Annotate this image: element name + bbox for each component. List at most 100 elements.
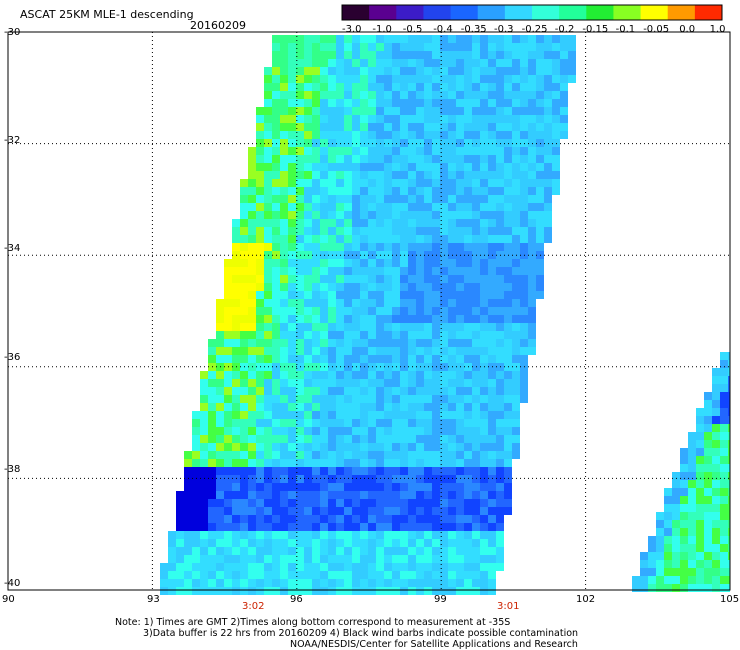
- colorbar-tick-label: -3.0: [342, 24, 362, 35]
- swath-cell: [512, 75, 520, 83]
- swath-cell: [504, 219, 512, 227]
- swath-cell: [240, 355, 248, 363]
- swath-cell: [232, 307, 240, 315]
- swath-cell: [536, 139, 544, 147]
- swath-cell: [248, 211, 256, 219]
- swath-cell: [216, 507, 224, 515]
- swath-cell: [296, 147, 304, 155]
- swath-cell: [680, 480, 688, 488]
- swath-cell: [456, 227, 464, 235]
- swath-cell: [480, 451, 488, 459]
- swath-cell: [328, 315, 336, 323]
- swath-cell: [256, 259, 264, 267]
- swath-cell: [192, 579, 200, 587]
- swath-cell: [368, 339, 376, 347]
- swath-cell: [336, 187, 344, 195]
- swath-cell: [416, 235, 424, 243]
- swath-cell: [408, 291, 416, 299]
- swath-cell: [320, 123, 328, 131]
- swath-cell: [520, 339, 528, 347]
- swath-cell: [416, 443, 424, 451]
- swath-cell: [256, 387, 264, 395]
- swath-cell: [408, 531, 416, 539]
- swath-cell: [488, 179, 496, 187]
- swath-cell: [272, 211, 280, 219]
- swath-cell: [456, 491, 464, 499]
- swath-cell: [728, 456, 730, 464]
- swath-cell: [288, 507, 296, 515]
- swath-cell: [512, 299, 520, 307]
- swath-cell: [376, 155, 384, 163]
- swath-cell: [456, 571, 464, 579]
- swath-cell: [328, 331, 336, 339]
- swath-cell: [408, 555, 416, 563]
- swath-cell: [528, 339, 536, 347]
- swath-cell: [312, 491, 320, 499]
- swath-cell: [200, 499, 208, 507]
- swath-cell: [520, 67, 528, 75]
- swath-cell: [280, 43, 288, 51]
- swath-cell: [328, 483, 336, 491]
- swath-cell: [248, 435, 256, 443]
- swath-cell: [488, 467, 496, 475]
- swath-cell: [504, 467, 512, 475]
- swath-cell: [424, 299, 432, 307]
- swath-cell: [288, 475, 296, 483]
- swath-cell: [408, 267, 416, 275]
- swath-cell: [392, 243, 400, 251]
- swath-cell: [488, 403, 496, 411]
- swath-cell: [488, 107, 496, 115]
- swath-cell: [544, 99, 552, 107]
- swath-cell: [352, 259, 360, 267]
- swath-cell: [512, 371, 520, 379]
- swath-cell: [256, 323, 264, 331]
- swath-cell: [488, 43, 496, 51]
- swath-cell: [320, 299, 328, 307]
- swath-cell: [288, 347, 296, 355]
- swath-cell: [392, 291, 400, 299]
- swath-cell: [248, 443, 256, 451]
- swath-cell: [544, 59, 552, 67]
- swath-cell: [368, 211, 376, 219]
- swath-cell: [520, 187, 528, 195]
- swath-cell: [408, 355, 416, 363]
- swath-cell: [288, 523, 296, 531]
- swath-cell: [488, 211, 496, 219]
- swath-cell: [248, 563, 256, 571]
- swath-cell: [232, 299, 240, 307]
- swath-cell: [224, 419, 232, 427]
- swath-cell: [392, 75, 400, 83]
- swath-cell: [384, 163, 392, 171]
- swath-cell: [192, 563, 200, 571]
- swath-cell: [168, 571, 176, 579]
- swath-cell: [528, 227, 536, 235]
- swath-cell: [336, 539, 344, 547]
- swath-cell: [408, 155, 416, 163]
- swath-cell: [456, 459, 464, 467]
- swath-cell: [320, 35, 328, 43]
- swath-cell: [416, 323, 424, 331]
- swath-cell: [384, 515, 392, 523]
- swath-cell: [304, 99, 312, 107]
- swath-cell: [232, 291, 240, 299]
- swath-cell: [328, 195, 336, 203]
- swath-cell: [240, 411, 248, 419]
- swath-cell: [312, 147, 320, 155]
- swath-cell: [272, 379, 280, 387]
- swath-cell: [680, 584, 688, 592]
- swath-cell: [288, 219, 296, 227]
- swath-cell: [376, 443, 384, 451]
- swath-cell: [280, 179, 288, 187]
- swath-cell: [368, 259, 376, 267]
- swath-cell: [368, 347, 376, 355]
- swath-cell: [552, 83, 560, 91]
- swath-cell: [336, 547, 344, 555]
- swath-cell: [440, 299, 448, 307]
- swath-cell: [424, 187, 432, 195]
- swath-cell: [256, 163, 264, 171]
- swath-cell: [472, 515, 480, 523]
- swath-cell: [360, 531, 368, 539]
- swath-cell: [464, 195, 472, 203]
- swath-cell: [480, 275, 488, 283]
